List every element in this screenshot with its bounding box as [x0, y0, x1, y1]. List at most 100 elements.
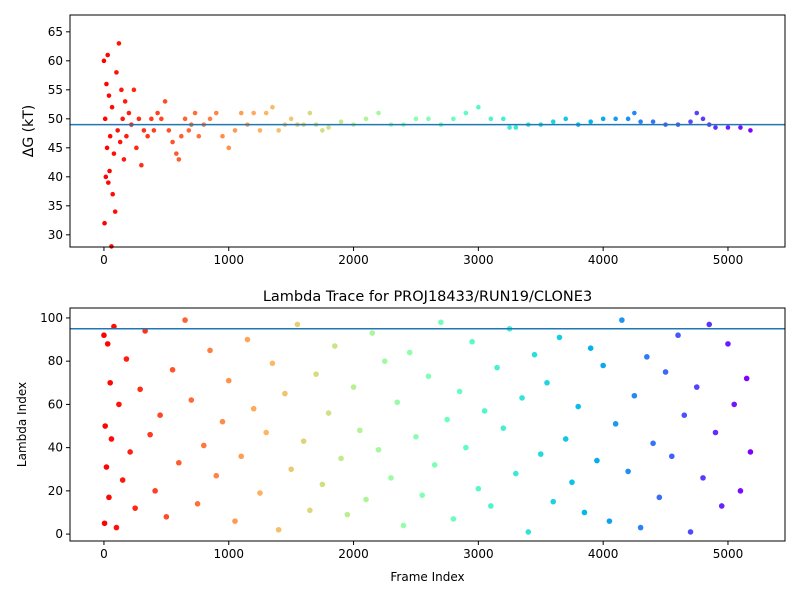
point — [562, 436, 569, 442]
point — [326, 125, 331, 130]
point — [375, 446, 382, 453]
point — [632, 110, 637, 116]
point — [275, 526, 282, 533]
y-axis-label: Lambda Index — [15, 382, 29, 467]
point — [155, 110, 160, 116]
x-tick-label: 1000 — [213, 547, 244, 561]
point — [263, 429, 269, 436]
point — [117, 139, 123, 145]
point — [137, 386, 143, 393]
point — [251, 110, 257, 116]
point — [307, 507, 313, 514]
x-tick-label: 2000 — [338, 547, 369, 561]
x-tick-label: 4000 — [588, 253, 619, 267]
point — [110, 191, 115, 197]
point — [169, 367, 176, 373]
point — [700, 475, 706, 481]
y-tick-label: 65 — [48, 25, 63, 39]
point — [116, 401, 122, 408]
point — [105, 52, 110, 58]
point — [320, 128, 325, 133]
point — [376, 110, 381, 116]
point — [149, 116, 154, 122]
point — [114, 70, 119, 75]
point — [531, 351, 538, 358]
point — [519, 395, 525, 401]
point — [119, 87, 124, 93]
point — [134, 145, 139, 151]
point — [338, 455, 344, 462]
point — [124, 133, 129, 139]
point — [743, 375, 750, 382]
point — [213, 110, 219, 116]
point — [119, 477, 126, 483]
point — [413, 116, 419, 122]
point — [288, 466, 294, 473]
point — [186, 128, 192, 133]
point — [681, 412, 688, 419]
point — [369, 330, 376, 336]
point — [406, 349, 413, 356]
point — [111, 323, 117, 330]
point — [238, 110, 244, 116]
point — [344, 511, 351, 518]
point — [463, 444, 469, 451]
point — [575, 403, 582, 410]
point — [550, 498, 557, 505]
point — [113, 524, 120, 531]
point — [563, 116, 569, 122]
y-tick-label: 0 — [55, 527, 63, 541]
point — [106, 494, 112, 501]
point — [588, 119, 593, 125]
x-axis-label: Frame Index — [390, 570, 464, 584]
point — [213, 472, 220, 479]
point — [174, 151, 179, 156]
point — [587, 345, 594, 352]
point — [738, 125, 743, 130]
point — [537, 451, 544, 457]
point — [426, 116, 431, 122]
point — [525, 529, 532, 535]
point — [363, 496, 369, 503]
point — [188, 397, 195, 403]
point — [116, 41, 122, 46]
plot-area — [70, 308, 785, 541]
point — [294, 321, 301, 328]
point — [644, 354, 650, 360]
point — [747, 449, 754, 455]
point — [356, 427, 363, 434]
point — [400, 522, 407, 529]
point — [220, 133, 225, 139]
point — [481, 408, 488, 414]
point — [476, 104, 481, 110]
y-tick-label: 60 — [48, 397, 63, 411]
point — [513, 125, 519, 130]
point — [332, 343, 338, 349]
point — [419, 492, 425, 498]
point — [319, 481, 326, 488]
y-tick-label: 55 — [48, 83, 63, 97]
point — [101, 332, 107, 339]
point — [282, 390, 288, 397]
point — [451, 116, 456, 122]
point — [141, 128, 147, 133]
point — [713, 125, 718, 130]
point — [288, 116, 294, 122]
point — [494, 364, 500, 371]
y-tick-label: 40 — [48, 170, 63, 184]
point — [325, 410, 332, 416]
point — [363, 116, 369, 122]
point — [257, 490, 263, 496]
point — [163, 513, 170, 520]
y-tick-label: 30 — [48, 228, 63, 242]
y-tick-label: 60 — [48, 54, 63, 68]
point — [737, 488, 744, 494]
point — [101, 58, 107, 64]
point — [700, 116, 706, 122]
point — [159, 116, 164, 122]
point — [270, 104, 275, 110]
x-tick-label: 1000 — [213, 253, 244, 267]
point — [176, 459, 182, 466]
point — [111, 151, 117, 156]
